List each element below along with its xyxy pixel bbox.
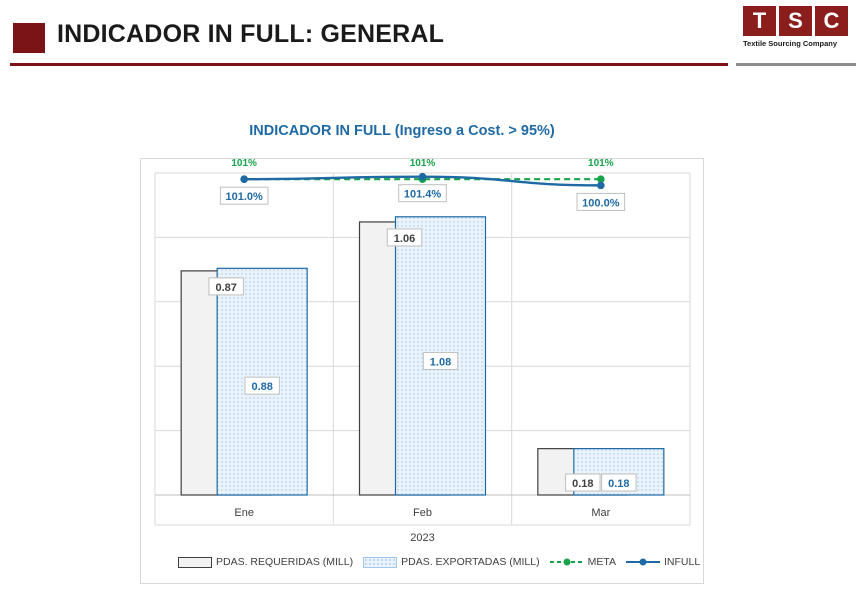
- legend-swatch-infull: [626, 558, 660, 566]
- logo-letter-c: C: [815, 6, 848, 36]
- title-accent-square: [13, 23, 45, 53]
- data-label-exportadas: 0.18: [601, 473, 637, 492]
- legend-item-exportadas[interactable]: PDAS. EXPORTADAS (MILL): [363, 556, 540, 568]
- x-tick-label: Mar: [591, 507, 610, 519]
- data-label-meta: 101%: [231, 158, 257, 169]
- data-label-infull: 101.0%: [219, 186, 269, 205]
- data-label-exportadas-text: 0.88: [251, 381, 272, 393]
- point-meta: [597, 175, 605, 183]
- data-label-requeridas-text: 1.06: [394, 233, 415, 245]
- logo-subtitle: Textile Sourcing Company: [743, 39, 838, 48]
- point-infull: [418, 172, 427, 181]
- data-label-infull: 101.4%: [398, 184, 447, 203]
- chart-legend: PDAS. REQUERIDAS (MILL) PDAS. EXPORTADAS…: [178, 556, 710, 568]
- data-label-requeridas: 0.87: [208, 277, 244, 296]
- data-label-requeridas-text: 0.87: [215, 282, 236, 294]
- data-label-exportadas-box: [422, 351, 459, 370]
- legend-label-infull: INFULL: [664, 556, 701, 568]
- data-label-requeridas-text: 0.18: [572, 478, 593, 490]
- x-tick-label: Feb: [413, 507, 432, 519]
- data-label-requeridas: 1.06: [386, 228, 423, 247]
- data-label-infull-text: 100.0%: [582, 197, 620, 209]
- x-tick-label: Ene: [234, 507, 254, 519]
- legend-item-requeridas[interactable]: PDAS. REQUERIDAS (MILL): [178, 556, 353, 568]
- page-title: INDICADOR IN FULL: GENERAL: [57, 20, 445, 48]
- data-label-infull-box: [576, 192, 626, 211]
- legend-label-meta: META: [587, 556, 616, 568]
- point-infull: [597, 181, 605, 190]
- legend-swatch-requeridas: [178, 556, 212, 568]
- data-label-exportadas-text: 0.18: [608, 478, 629, 490]
- data-label-infull-text: 101.0%: [226, 191, 264, 203]
- data-label-exportadas-box: [601, 473, 637, 492]
- data-label-exportadas-text: 1.08: [430, 356, 451, 368]
- title-divider: [10, 63, 728, 66]
- data-label-exportadas: 1.08: [422, 351, 459, 370]
- data-label-requeridas-box: [386, 228, 423, 247]
- legend-swatch-meta: [549, 558, 584, 566]
- legend-item-infull[interactable]: INFULL: [626, 556, 700, 568]
- data-label-requeridas-box: [565, 473, 601, 492]
- data-label-meta: 101%: [410, 158, 436, 169]
- data-label-infull-text: 101.4%: [404, 189, 442, 201]
- legend-label-requeridas: PDAS. REQUERIDAS (MILL): [216, 556, 354, 568]
- legend-item-meta[interactable]: META: [549, 556, 616, 568]
- data-label-requeridas: 0.18: [565, 473, 601, 492]
- data-label-infull: 100.0%: [576, 192, 626, 211]
- data-label-infull-box: [219, 186, 269, 205]
- logo-divider: [736, 63, 856, 66]
- data-label-exportadas: 0.88: [244, 376, 280, 395]
- x-axis-label: 2023: [410, 532, 434, 544]
- legend-swatch-exportadas: [363, 556, 398, 568]
- data-label-requeridas-box: [208, 277, 244, 296]
- chart-title: INDICADOR IN FULL (Ingreso a Cost. > 95%…: [249, 123, 555, 139]
- data-label-infull-box: [398, 184, 447, 203]
- logo-letter-t: T: [743, 6, 776, 36]
- data-label-meta: 101%: [588, 158, 614, 169]
- data-label-exportadas-box: [244, 376, 280, 395]
- company-logo: T S C Textile Sourcing Company: [743, 6, 849, 48]
- legend-label-exportadas: PDAS. EXPORTADAS (MILL): [401, 556, 540, 568]
- point-infull: [240, 175, 248, 183]
- logo-letter-s: S: [779, 6, 812, 36]
